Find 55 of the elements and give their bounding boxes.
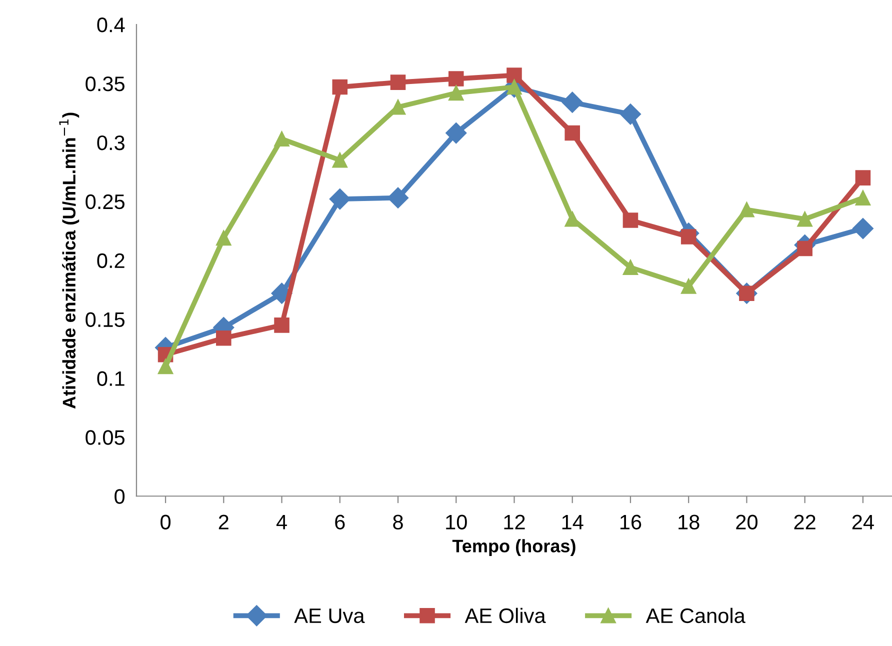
- x-tick-label: 14: [562, 514, 584, 530]
- y-tick-label: 0.25: [86, 194, 124, 210]
- point: [332, 79, 348, 95]
- x-tick-label: 20: [736, 514, 758, 530]
- point: [387, 187, 409, 208]
- point: [855, 190, 871, 206]
- y-tick-label: 0.1: [97, 371, 124, 386]
- y-axis-title: Atividade enzimática (U/mL.min$^{−1}$): [59, 112, 80, 409]
- legend-label: AE Oliva: [464, 608, 546, 624]
- point: [448, 85, 464, 101]
- y-tick-label: 0.3: [97, 135, 124, 150]
- x-tick-label: 22: [794, 514, 816, 530]
- point: [622, 260, 638, 276]
- point: [390, 74, 406, 90]
- point: [620, 104, 641, 125]
- point: [739, 202, 754, 218]
- point: [216, 230, 232, 246]
- point: [680, 278, 696, 294]
- x-tick-label: 18: [678, 514, 700, 530]
- point: [216, 330, 232, 346]
- point: [562, 92, 583, 113]
- x-tick-label: 6: [335, 514, 345, 530]
- x-tick-label: 10: [446, 514, 467, 530]
- x-axis-title: Tempo (horas): [452, 539, 576, 556]
- point: [274, 318, 290, 333]
- point: [332, 152, 348, 168]
- point: [564, 125, 580, 141]
- point: [448, 71, 464, 86]
- point: [852, 218, 874, 240]
- point: [855, 170, 871, 186]
- point: [564, 211, 580, 227]
- legend-label: AE Canola: [646, 608, 746, 624]
- y-tick-label: 0.15: [86, 312, 124, 328]
- point: [158, 358, 174, 374]
- x-tick-label: 8: [393, 514, 403, 530]
- x-tick-label: 12: [504, 514, 525, 530]
- x-tick-label: 4: [276, 514, 287, 530]
- x-tick-label: 24: [852, 514, 874, 530]
- point: [680, 229, 696, 244]
- y-tick-label: 0.35: [86, 76, 124, 92]
- y-tick-label: 0: [114, 489, 125, 504]
- point: [797, 211, 812, 227]
- point: [274, 131, 290, 147]
- x-tick-label: 16: [620, 514, 642, 530]
- point: [622, 212, 638, 228]
- point: [797, 240, 812, 256]
- y-tick-label: 0.2: [97, 253, 124, 268]
- y-tick-label: 0.4: [97, 18, 125, 32]
- y-tick-label: 0.05: [86, 430, 124, 445]
- point: [329, 188, 350, 210]
- point: [506, 68, 522, 83]
- x-tick-label: 0: [160, 514, 171, 530]
- legend-label: AE Uva: [294, 608, 365, 624]
- x-tick-label: 2: [218, 514, 228, 530]
- point: [446, 122, 467, 144]
